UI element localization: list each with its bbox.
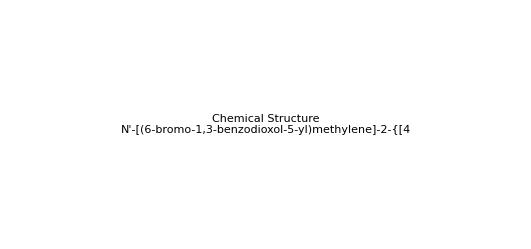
- Text: Chemical Structure
N'-[(6-bromo-1,3-benzodioxol-5-yl)methylene]-2-{[4: Chemical Structure N'-[(6-bromo-1,3-benz…: [121, 114, 410, 135]
